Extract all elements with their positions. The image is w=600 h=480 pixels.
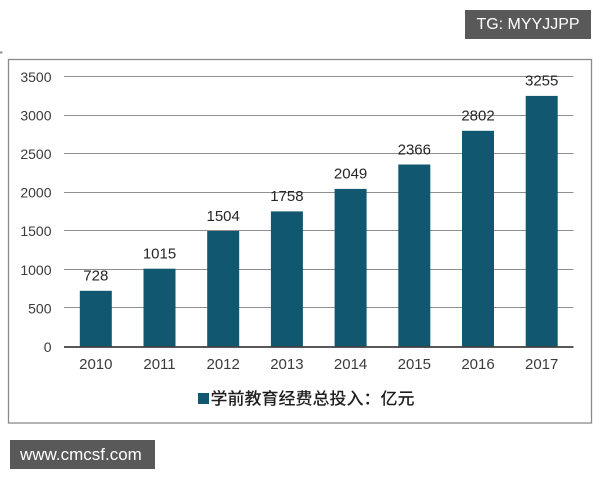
svg-text:1500: 1500 — [20, 223, 51, 239]
svg-text:2016: 2016 — [461, 356, 494, 373]
svg-text:0: 0 — [44, 339, 52, 355]
svg-text:2802: 2802 — [461, 108, 494, 125]
svg-text:2012: 2012 — [207, 356, 240, 373]
svg-text:500: 500 — [28, 300, 52, 316]
svg-text:728: 728 — [83, 268, 108, 285]
svg-text:2000: 2000 — [20, 185, 51, 201]
svg-text:2013: 2013 — [270, 356, 303, 373]
svg-text:2366: 2366 — [398, 141, 431, 158]
svg-text:2017: 2017 — [525, 356, 558, 373]
svg-text:3500: 3500 — [20, 69, 51, 85]
svg-text:2011: 2011 — [143, 356, 175, 373]
svg-text:2010: 2010 — [79, 356, 112, 373]
svg-text:1000: 1000 — [20, 262, 51, 278]
svg-text:2015: 2015 — [398, 356, 431, 373]
svg-text:2014: 2014 — [334, 356, 367, 373]
svg-text:1758: 1758 — [270, 188, 303, 205]
svg-text:2500: 2500 — [20, 146, 51, 162]
svg-text:3255: 3255 — [525, 73, 558, 90]
svg-text:3000: 3000 — [20, 108, 51, 124]
svg-text:2049: 2049 — [334, 166, 367, 183]
svg-text:1015: 1015 — [143, 246, 176, 263]
svg-text:1504: 1504 — [207, 208, 240, 225]
